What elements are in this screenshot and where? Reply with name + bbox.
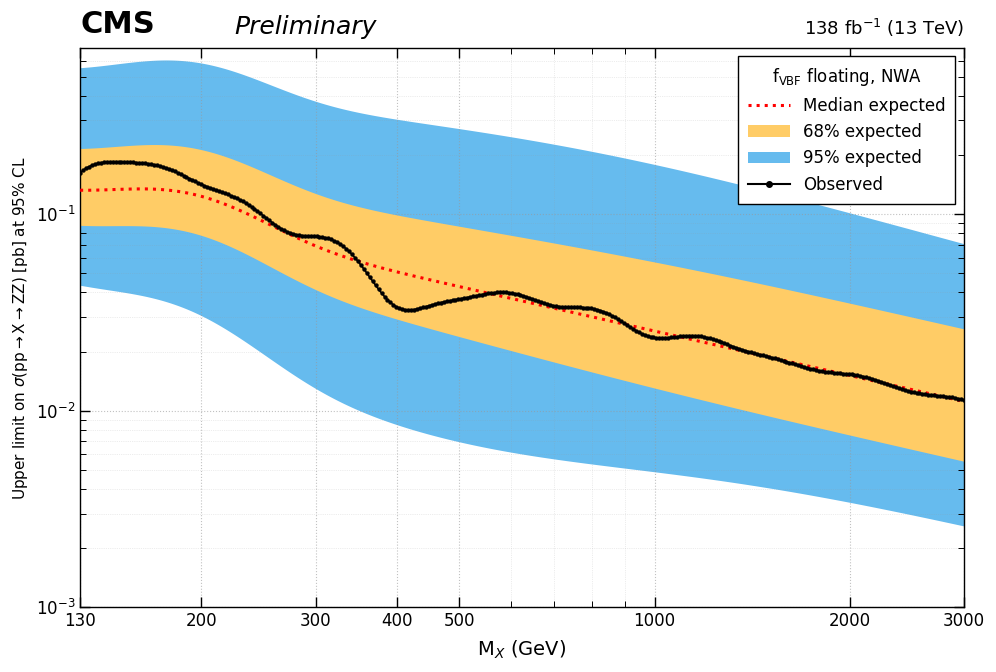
- Text: 138 fb$^{-1}$ (13 TeV): 138 fb$^{-1}$ (13 TeV): [804, 17, 964, 40]
- X-axis label: M$_{X}$ (GeV): M$_{X}$ (GeV): [477, 638, 567, 661]
- Legend: Median expected, 68% expected, 95% expected, Observed: Median expected, 68% expected, 95% expec…: [738, 56, 955, 204]
- Text: Preliminary: Preliminary: [235, 15, 377, 40]
- Y-axis label: Upper limit on $\sigma$(pp$\rightarrow$X$\rightarrow$ZZ) [pb] at 95% CL: Upper limit on $\sigma$(pp$\rightarrow$X…: [11, 156, 30, 499]
- Text: CMS: CMS: [80, 11, 154, 40]
